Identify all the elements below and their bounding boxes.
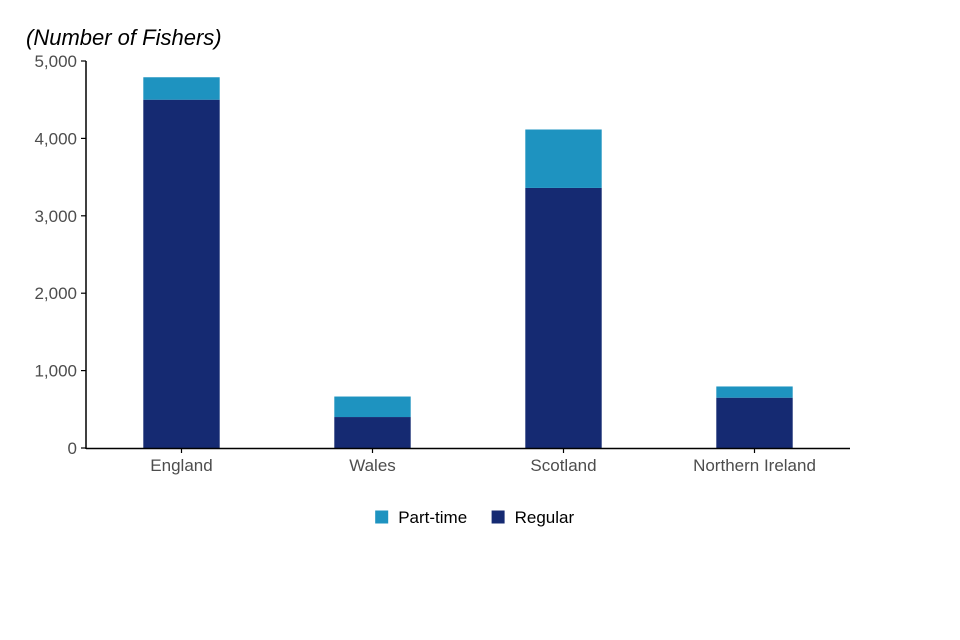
legend-item-part-time: Part-time — [375, 508, 467, 527]
legend-swatch — [491, 510, 505, 524]
bar-part-time-england — [143, 77, 220, 100]
legend: Part-time Regular — [375, 508, 574, 527]
y-axis-title: (Number of Fishers) — [26, 25, 222, 50]
y-tick-label: 1,000 — [34, 362, 77, 381]
y-tick-label: 2,000 — [34, 284, 77, 303]
bar-part-time-wales — [334, 396, 411, 418]
y-tick-label: 0 — [68, 439, 77, 458]
x-tick-label: Northern Ireland — [693, 456, 816, 475]
legend-swatch — [375, 510, 389, 524]
x-axis-ticks: England Wales Scotland Northern Ireland — [150, 448, 816, 475]
y-tick-label: 3,000 — [34, 207, 77, 226]
bar-regular-wales — [334, 417, 411, 448]
y-tick-label: 5,000 — [34, 52, 77, 71]
x-tick-label: Wales — [349, 456, 396, 475]
bar-part-time-northern-ireland — [716, 386, 793, 398]
bar-regular-scotland — [525, 187, 602, 448]
legend-label: Part-time — [398, 508, 467, 527]
y-axis-ticks: 0 1,000 2,000 3,000 4,000 5,000 — [34, 52, 86, 458]
y-tick-label: 4,000 — [34, 129, 77, 148]
bars — [143, 77, 793, 448]
bar-regular-england — [143, 99, 220, 448]
bar-regular-northern-ireland — [716, 397, 793, 448]
x-tick-label: England — [150, 456, 212, 475]
x-tick-label: Scotland — [530, 456, 596, 475]
legend-label: Regular — [515, 508, 575, 527]
bar-part-time-scotland — [525, 129, 602, 188]
legend-item-regular: Regular — [491, 508, 575, 527]
